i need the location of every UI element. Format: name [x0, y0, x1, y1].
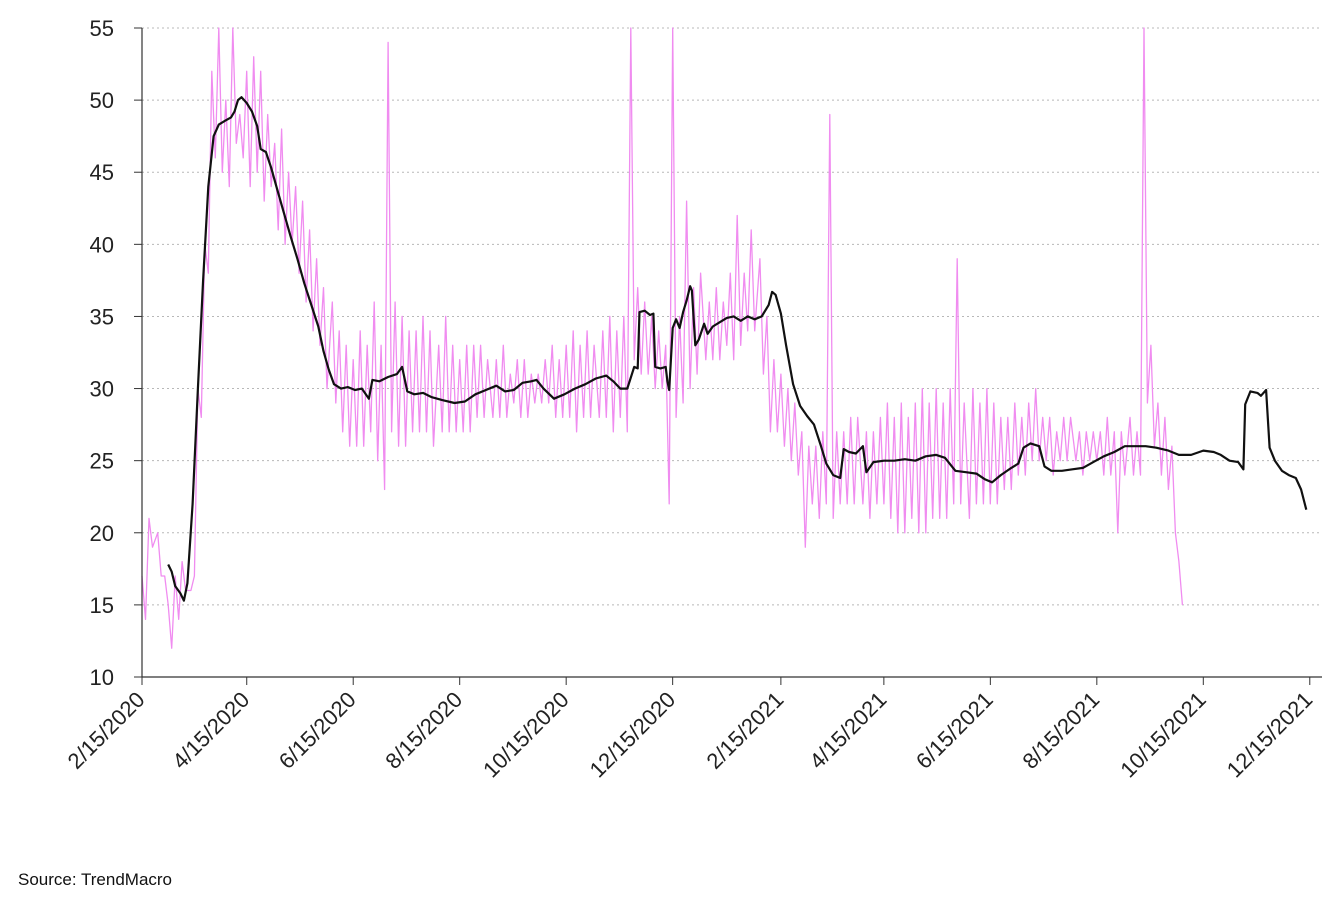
y-tick-label: 15: [90, 593, 114, 618]
x-tick-label: 12/15/2021: [1222, 687, 1318, 783]
x-tick-label: 2/15/2020: [63, 687, 150, 774]
y-tick-label: 40: [90, 232, 114, 257]
y-tick-label: 35: [90, 304, 114, 329]
x-tick-label: 4/15/2020: [167, 687, 254, 774]
y-tick-label: 25: [90, 449, 114, 474]
y-tick-label: 50: [90, 88, 114, 113]
series-line-daily: [141, 27, 1184, 649]
axes: [134, 27, 1322, 685]
x-tick-label: 12/15/2020: [585, 687, 681, 783]
x-tick-label: 6/15/2021: [911, 687, 998, 774]
x-tick-label: 4/15/2021: [805, 687, 892, 774]
y-tick-label: 20: [90, 521, 114, 546]
x-tick-label: 8/15/2020: [380, 687, 467, 774]
x-tick-label: 2/15/2021: [702, 687, 789, 774]
x-axis-ticks: 2/15/2020 4/15/2020 6/15/2020 8/15/2020 10/1…: [63, 687, 1318, 783]
y-axis-ticks: 10 15 20 25 30 35 40 45 50 55: [90, 16, 114, 690]
source-note: Source: TrendMacro: [18, 870, 173, 889]
y-tick-label: 55: [90, 16, 114, 41]
x-tick-label: 10/15/2021: [1115, 687, 1211, 783]
series-group: [141, 27, 1308, 649]
y-tick-label: 30: [90, 377, 114, 402]
y-tick-label: 45: [90, 160, 114, 185]
x-tick-label: 10/15/2020: [478, 687, 574, 783]
x-tick-label: 6/15/2020: [274, 687, 361, 774]
series-line-moving-average: [167, 96, 1308, 602]
x-tick-label: 8/15/2021: [1017, 687, 1104, 774]
y-tick-label: 10: [90, 665, 114, 690]
